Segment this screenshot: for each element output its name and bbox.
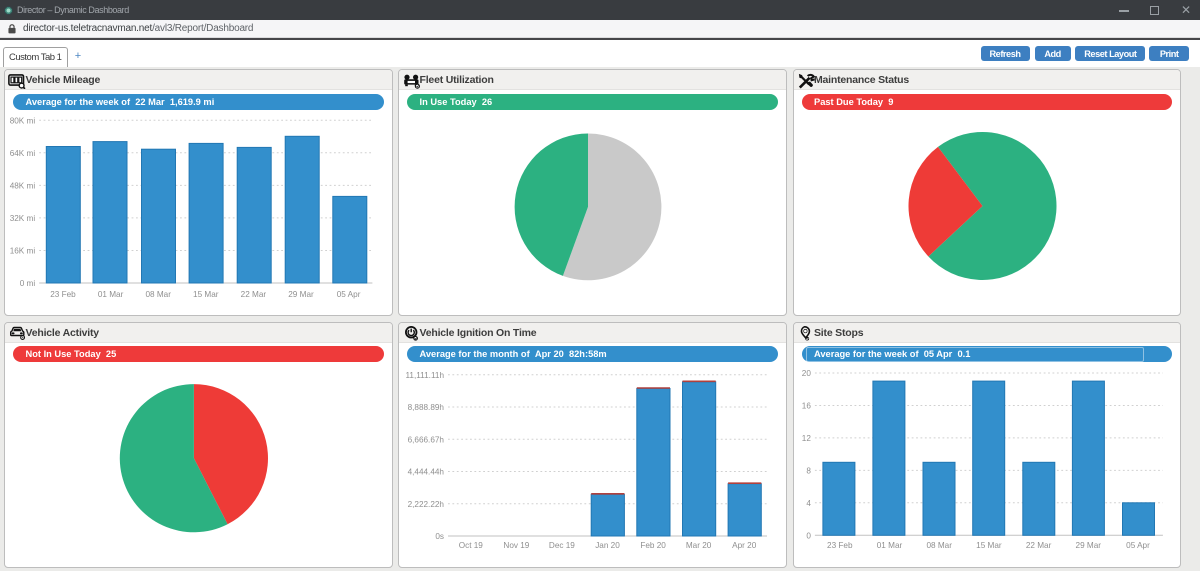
svg-text:23 Feb: 23 Feb [827,541,853,550]
svg-text:64K mi: 64K mi [10,149,36,158]
svg-text:Nov 19: Nov 19 [503,541,529,550]
svg-text:Mar 20: Mar 20 [686,541,712,550]
svg-text:29 Mar: 29 Mar [1075,541,1101,550]
svg-text:0: 0 [806,531,811,540]
svg-text:Dec 19: Dec 19 [549,541,575,550]
svg-text:6,666.67h: 6,666.67h [408,435,445,444]
svg-text:22 Mar: 22 Mar [241,290,267,299]
svg-text:0 mi: 0 mi [20,279,36,288]
svg-text:Apr 20: Apr 20 [732,541,757,550]
svg-text:11,111.11h: 11,111.11h [405,370,444,379]
svg-text:4,444.44h: 4,444.44h [408,467,445,476]
svg-text:01 Mar: 01 Mar [876,541,902,550]
svg-text:08 Mar: 08 Mar [145,290,171,299]
svg-text:23 Feb: 23 Feb [50,290,76,299]
svg-text:15 Mar: 15 Mar [976,541,1002,550]
svg-text:8: 8 [806,466,811,475]
svg-text:2,222.22h: 2,222.22h [408,499,445,508]
svg-text:32K mi: 32K mi [10,214,36,223]
svg-text:Oct 19: Oct 19 [459,541,484,550]
svg-text:15 Mar: 15 Mar [193,290,219,299]
svg-text:05 Apr: 05 Apr [337,290,361,299]
svg-text:01 Mar: 01 Mar [98,290,124,299]
svg-text:08 Mar: 08 Mar [926,541,952,550]
svg-text:4: 4 [806,498,811,507]
svg-text:29 Mar: 29 Mar [288,290,314,299]
svg-text:20: 20 [801,369,811,378]
svg-text:05 Apr: 05 Apr [1126,541,1150,550]
svg-text:16: 16 [801,401,811,410]
svg-text:12: 12 [801,433,811,442]
svg-text:Feb 20: Feb 20 [640,541,666,550]
svg-text:0s: 0s [435,532,444,541]
svg-text:16K mi: 16K mi [10,247,36,256]
svg-text:Jan 20: Jan 20 [595,541,620,550]
svg-text:48K mi: 48K mi [10,181,36,190]
svg-text:8,888.89h: 8,888.89h [408,403,445,412]
svg-text:80K mi: 80K mi [10,116,36,125]
svg-text:22 Mar: 22 Mar [1025,541,1051,550]
